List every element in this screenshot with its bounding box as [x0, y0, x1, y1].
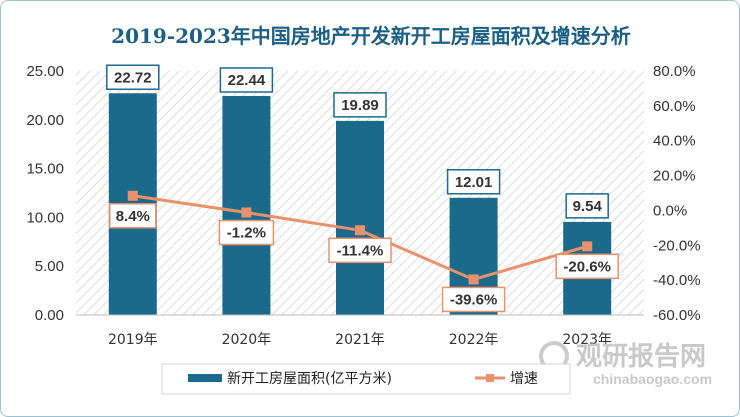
y-left-tick-label: 15.00 — [26, 161, 64, 178]
bar-value-label: 9.54 — [573, 198, 603, 215]
watermark-sub: chinabaogao.com — [593, 371, 712, 387]
legend: 新开工房屋面积(亿平方米) 增速 — [161, 363, 571, 395]
bar — [222, 95, 271, 316]
growth-point — [127, 190, 138, 201]
growth-point — [241, 207, 252, 218]
y-left-tick-label: 0.00 — [35, 307, 64, 324]
bar-value-label: 19.89 — [341, 97, 379, 114]
growth-value-label: -1.2% — [227, 225, 266, 242]
growth-label-box — [555, 253, 619, 280]
chart-title: 2019-2023年中国房地产开发新开工房屋面积及增速分析 — [111, 24, 631, 48]
bar-label-box — [333, 92, 387, 118]
legend-line-label: 增速 — [510, 371, 538, 387]
watermark-main: 观研报告网 — [576, 341, 706, 372]
y-right-tick-label: 20.0% — [653, 168, 696, 185]
y-right-tick-label: 80.0% — [653, 63, 696, 80]
x-tick-label: 2020年 — [222, 332, 272, 348]
bar-label-box — [446, 169, 501, 195]
legend-bar-swatch — [188, 374, 222, 382]
x-tick-label: 2022年 — [449, 332, 499, 348]
bar-label-box — [565, 193, 609, 219]
x-tick-label: 2021年 — [335, 332, 385, 348]
growth-label-box — [218, 219, 275, 246]
y-right-tick-label: 40.0% — [653, 133, 696, 150]
bar-value-label: 12.01 — [455, 174, 493, 191]
y-right-tick-label: -20.0% — [653, 237, 701, 254]
growth-point — [468, 274, 479, 285]
y-left-tick-label: 5.00 — [35, 258, 64, 275]
growth-value-label: 8.4% — [116, 208, 150, 225]
legend-bar-label: 新开工房屋面积(亿平方米) — [227, 371, 392, 387]
growth-label-box — [328, 237, 392, 264]
bar-value-label: 22.72 — [114, 69, 152, 86]
growth-point — [355, 225, 365, 236]
growth-value-label: -11.4% — [337, 242, 384, 259]
x-tick-label: 2023年 — [562, 332, 612, 348]
legend-box — [161, 363, 571, 395]
bar — [336, 120, 384, 315]
bar-value-label: 22.44 — [228, 72, 266, 89]
growth-value-label: -39.6% — [450, 291, 498, 308]
y-right-tick-label: -40.0% — [653, 272, 701, 289]
bar-label-box — [106, 64, 160, 91]
y-left-tick-label: 25.00 — [26, 63, 64, 80]
growth-label-box — [109, 203, 157, 229]
y-left-tick-label: 10.00 — [26, 209, 64, 226]
y-right-tick-label: -60.0% — [653, 307, 701, 324]
legend-line-marker — [486, 374, 494, 382]
growth-value-label: -20.6% — [563, 258, 611, 275]
y-right-tick-label: 60.0% — [653, 98, 696, 115]
y-left-tick-label: 20.00 — [26, 112, 64, 129]
bar-label-box — [219, 67, 274, 93]
y-right-tick-label: 0.0% — [653, 202, 687, 219]
x-tick-label: 2019年 — [108, 332, 158, 348]
growth-point — [582, 241, 593, 252]
growth-label-box — [441, 286, 506, 313]
